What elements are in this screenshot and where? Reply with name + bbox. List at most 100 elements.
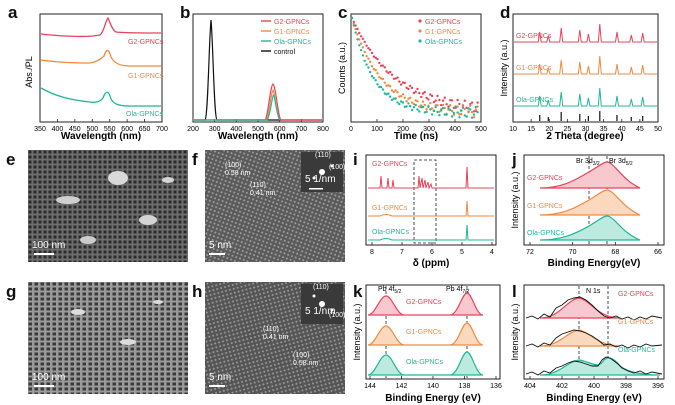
panel-c-decay-point xyxy=(403,96,406,100)
panel-letter-e: e xyxy=(6,150,16,169)
panel-c-decay-point xyxy=(476,105,479,108)
panel-a-xlabel: Wavelength (nm) xyxy=(61,131,141,142)
panel-c-decay-point xyxy=(394,97,397,100)
panel-b-tick-label: 400 xyxy=(230,126,242,133)
panel-d-xlabel: 2 Theta (degree) xyxy=(546,131,623,142)
panel-c-decay-point xyxy=(356,33,359,36)
panel-c-tick-label: 300 xyxy=(423,126,435,133)
panel-c-decay-point xyxy=(450,99,454,102)
panel-c-decay-point xyxy=(369,48,372,51)
panel-c-decay-point xyxy=(432,100,436,104)
panel-b-tick-label: 800 xyxy=(317,126,329,133)
panel-c-tick-label: 100 xyxy=(371,126,383,133)
panel-h-scale-label: 5 nm xyxy=(209,372,232,383)
panel-b-tick-label: 500 xyxy=(252,126,264,133)
panel-c-decay-point xyxy=(361,54,365,57)
panel-c-decay-point xyxy=(403,81,406,85)
panel-c-decay-point xyxy=(376,57,379,61)
panel-c-decay-point xyxy=(461,106,465,109)
panel-k-tick-label: 136 xyxy=(490,383,502,390)
panel-k-tick-label: 144 xyxy=(364,383,376,390)
panel-b-legend-g1: G1-GPNCs xyxy=(274,29,310,36)
panel-letter-a: a xyxy=(8,3,18,22)
panel-k-peak-1: Pb 4f5/2 xyxy=(378,286,402,295)
panel-j-tick-label: 70 xyxy=(569,249,577,256)
panel-h-d-spacing-1: (110) 0.41 nm xyxy=(263,326,289,341)
panel-c-decay-point xyxy=(396,91,399,94)
panel-b-tick-label: 300 xyxy=(209,126,221,133)
panel-c-decay-point xyxy=(399,83,403,86)
panel-k-tick-label: 140 xyxy=(427,383,439,390)
panel-c-decay-point xyxy=(427,105,430,109)
panel-c-decay-point xyxy=(445,113,448,116)
panel-c-decay-point xyxy=(470,101,474,104)
panel-b-legend: G2-GPNCs G1-GPNCs Ola-GPNCs control xyxy=(261,19,311,56)
panel-c-decay-point xyxy=(401,81,405,84)
panel-c-decay-point xyxy=(358,44,361,47)
panel-c-decay-point xyxy=(418,105,421,108)
panel-i-chart: 8 7 6 5 4 G2-GPNCs G1-GPNCs Ola-GPNCs δ (ppm… xyxy=(365,154,497,269)
panel-c-decay-point xyxy=(434,104,437,107)
panel-d-xrd-pattern xyxy=(514,55,657,75)
panel-c-decay-point xyxy=(409,96,412,100)
panel-c-decay-point xyxy=(401,93,405,96)
panel-k-xlabel: Binding Energy (eV) xyxy=(385,393,481,404)
panel-i-g2-spectrum xyxy=(368,166,494,190)
panel-k-g2-fit xyxy=(367,292,484,316)
panel-l-peak: N 1s xyxy=(586,288,601,295)
panel-c-decay-point xyxy=(418,110,421,113)
panel-b-xlabel: Wavelength (nm) xyxy=(218,131,298,142)
panel-c-decay-point xyxy=(398,80,401,83)
panel-c-decay-point xyxy=(458,113,461,116)
panel-c-decay-point xyxy=(372,55,375,58)
panel-a-ola-curve xyxy=(40,87,161,107)
panel-c-decay-point xyxy=(358,38,361,41)
panel-c-decay-point xyxy=(460,109,463,112)
panel-c-legend-g1: G1-GPNCs xyxy=(425,29,461,36)
panel-c-decay-point xyxy=(381,77,385,81)
panel-c-decay-point xyxy=(456,98,459,102)
panel-c-decay-point xyxy=(352,22,355,25)
panel-c-decay-point xyxy=(476,111,479,114)
panel-letter-j: j xyxy=(512,150,517,169)
panel-c-decay-point xyxy=(416,108,419,111)
panel-k-tick-label: 142 xyxy=(396,383,408,390)
panel-c-legend-g2: G2-GPNCs xyxy=(425,19,461,26)
panel-c-decay-point xyxy=(476,101,479,104)
panel-c-decay-point xyxy=(430,107,434,110)
panel-c-decay-point xyxy=(374,56,377,59)
panel-c-decay-point xyxy=(385,70,388,73)
panel-c-decay-point xyxy=(370,65,374,68)
panel-c-decay-point xyxy=(438,110,441,113)
panel-c-decay-point xyxy=(470,110,474,114)
panel-i-ola-spectrum xyxy=(368,224,494,241)
panel-a-label-ola: Ola-GPNCs xyxy=(126,111,163,118)
panel-c-decay-point xyxy=(409,104,412,108)
panel-b-tick-label: 700 xyxy=(295,126,307,133)
panel-d-xrd-pattern xyxy=(514,87,657,107)
panel-a-tick-label: 500 xyxy=(86,126,98,133)
panel-h-hrtem-image: (110) 0.41 nm (100) 0.58 nm (110) (100) … xyxy=(205,282,345,394)
panel-c-decay-point xyxy=(470,116,474,119)
panel-c-decay-point xyxy=(452,111,456,115)
panel-c-legend: G2-GPNCs G1-GPNCs Ola-GPNCs xyxy=(418,19,462,46)
panel-l-tick-label: 400 xyxy=(588,383,600,390)
panel-c-decay-point xyxy=(436,94,439,98)
panel-letter-h: h xyxy=(192,282,203,301)
panel-b-ola-peak xyxy=(194,94,281,121)
panel-c-decay-point xyxy=(376,83,379,86)
panel-c-decay-point xyxy=(390,73,394,76)
panel-c-decay-point xyxy=(367,57,370,60)
panel-l-g1-raw xyxy=(525,329,663,349)
panel-a-tick-label: 700 xyxy=(156,126,168,133)
panel-c-decay-point xyxy=(363,59,366,62)
panel-letter-k: k xyxy=(353,282,363,301)
panel-a-tick-label: 450 xyxy=(69,126,81,133)
panel-c-decay-point xyxy=(369,70,372,74)
panel-h-d-spacing-2: (100) 0.58 nm xyxy=(293,352,319,367)
panel-c-decay-point xyxy=(356,27,359,31)
panel-c-decay-point xyxy=(414,103,417,107)
panel-c-decay-point xyxy=(438,98,441,102)
panel-c-decay-point xyxy=(370,75,374,78)
panel-b-legend-ola: Ola-GPNCs xyxy=(274,39,311,46)
